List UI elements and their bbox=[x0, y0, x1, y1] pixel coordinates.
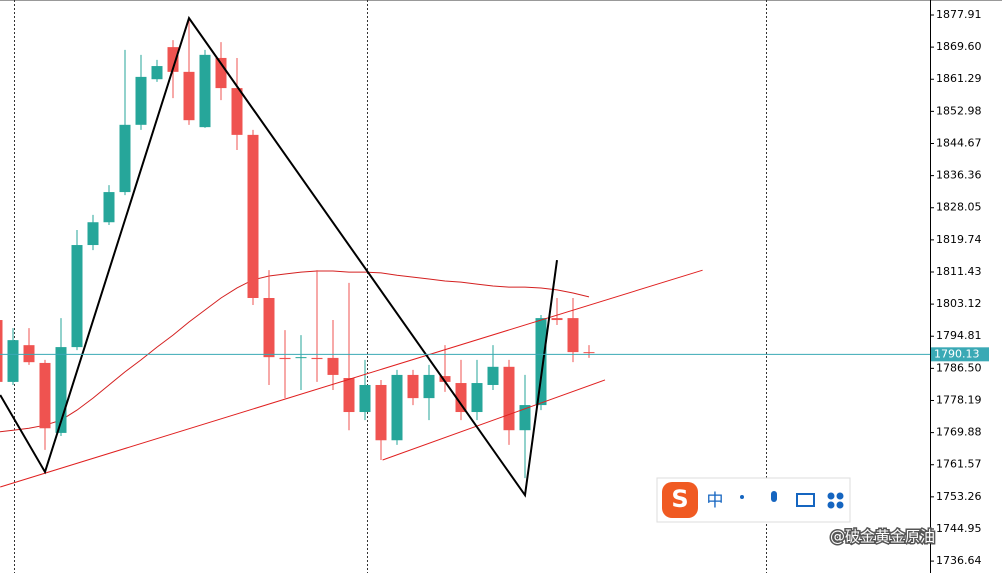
trendline bbox=[382, 379, 606, 461]
candle-body bbox=[519, 405, 531, 431]
candle-body bbox=[583, 352, 595, 354]
moving-average bbox=[0, 270, 590, 433]
candle-body bbox=[295, 357, 307, 359]
ime-toolbar[interactable]: S 中 bbox=[656, 477, 851, 523]
y-tick-label: 1819.74 bbox=[936, 233, 982, 246]
ime-logo-letter: S bbox=[671, 485, 688, 513]
y-tick-label: 1828.05 bbox=[936, 201, 982, 214]
y-tick-label: 1736.64 bbox=[936, 554, 982, 567]
watermark: @破金黄金原油 bbox=[830, 528, 935, 546]
candle-body bbox=[0, 320, 3, 382]
ime-logo bbox=[662, 482, 698, 518]
candle-body bbox=[391, 374, 403, 441]
y-tick-label: 1869.60 bbox=[936, 40, 982, 53]
candle-body bbox=[231, 88, 243, 135]
y-tick-label: 1836.36 bbox=[936, 169, 982, 182]
y-tick-label: 1786.50 bbox=[936, 361, 982, 374]
y-tick-label: 1811.43 bbox=[936, 265, 982, 278]
candle-body bbox=[119, 124, 131, 193]
candle-body bbox=[199, 54, 211, 128]
y-tick-label: 1744.95 bbox=[936, 522, 982, 535]
candle-body bbox=[183, 71, 195, 121]
candle-body bbox=[279, 357, 291, 360]
candle-body bbox=[535, 318, 547, 406]
candle-body bbox=[487, 366, 499, 385]
y-tick-label: 1844.67 bbox=[936, 136, 982, 149]
candle-body bbox=[247, 134, 259, 299]
y-tick-label: 1778.19 bbox=[936, 393, 982, 406]
candle-body bbox=[327, 357, 339, 375]
y-tick-label: 1852.98 bbox=[936, 104, 982, 117]
candle-body bbox=[455, 383, 467, 413]
candle-body bbox=[375, 384, 387, 441]
candle-body bbox=[439, 376, 451, 382]
candle-body bbox=[151, 66, 163, 80]
ime-voice-icon[interactable] bbox=[771, 491, 777, 502]
y-tick-label: 1861.29 bbox=[936, 72, 982, 85]
ime-tools-icon[interactable] bbox=[827, 492, 844, 509]
candle-body bbox=[135, 76, 147, 125]
candle-body bbox=[167, 47, 179, 72]
candle-body bbox=[7, 340, 19, 382]
candle-body bbox=[407, 374, 419, 399]
ime-keyboard-icon[interactable] bbox=[796, 493, 815, 507]
candle-body bbox=[551, 318, 563, 321]
candle-body bbox=[71, 245, 83, 348]
candle-body bbox=[215, 57, 227, 89]
y-tick-label: 1769.88 bbox=[936, 426, 982, 439]
y-tick-label: 1761.57 bbox=[936, 458, 982, 471]
candle-body bbox=[55, 347, 67, 433]
price-axis: 1877.91 1869.60 1861.29 1852.98 1844.67 1836.… bbox=[930, 8, 982, 567]
y-tick-label: 1794.81 bbox=[936, 329, 982, 342]
candle-body bbox=[423, 374, 435, 399]
current-price-label: 1790.13 bbox=[934, 347, 980, 360]
ime-punct-icon[interactable] bbox=[740, 495, 744, 499]
candle-body bbox=[39, 362, 51, 429]
candle-body bbox=[343, 378, 355, 413]
candle-body bbox=[103, 192, 115, 223]
candle-body bbox=[263, 298, 275, 358]
plot bbox=[0, 15, 703, 498]
candle-body bbox=[503, 366, 515, 431]
candle-body bbox=[311, 357, 323, 360]
y-tick-label: 1803.12 bbox=[936, 297, 982, 310]
candle-body bbox=[567, 318, 579, 353]
ime-mode[interactable]: 中 bbox=[707, 491, 724, 511]
trendline bbox=[0, 269, 703, 488]
candle-body bbox=[87, 222, 99, 246]
candle-body bbox=[23, 345, 35, 363]
y-tick-label: 1753.26 bbox=[936, 490, 982, 503]
candle-body bbox=[359, 384, 371, 413]
y-tick-label: 1877.91 bbox=[936, 8, 982, 21]
zigzag bbox=[0, 15, 558, 498]
candle-body bbox=[471, 383, 483, 413]
current-price-box bbox=[931, 347, 989, 362]
